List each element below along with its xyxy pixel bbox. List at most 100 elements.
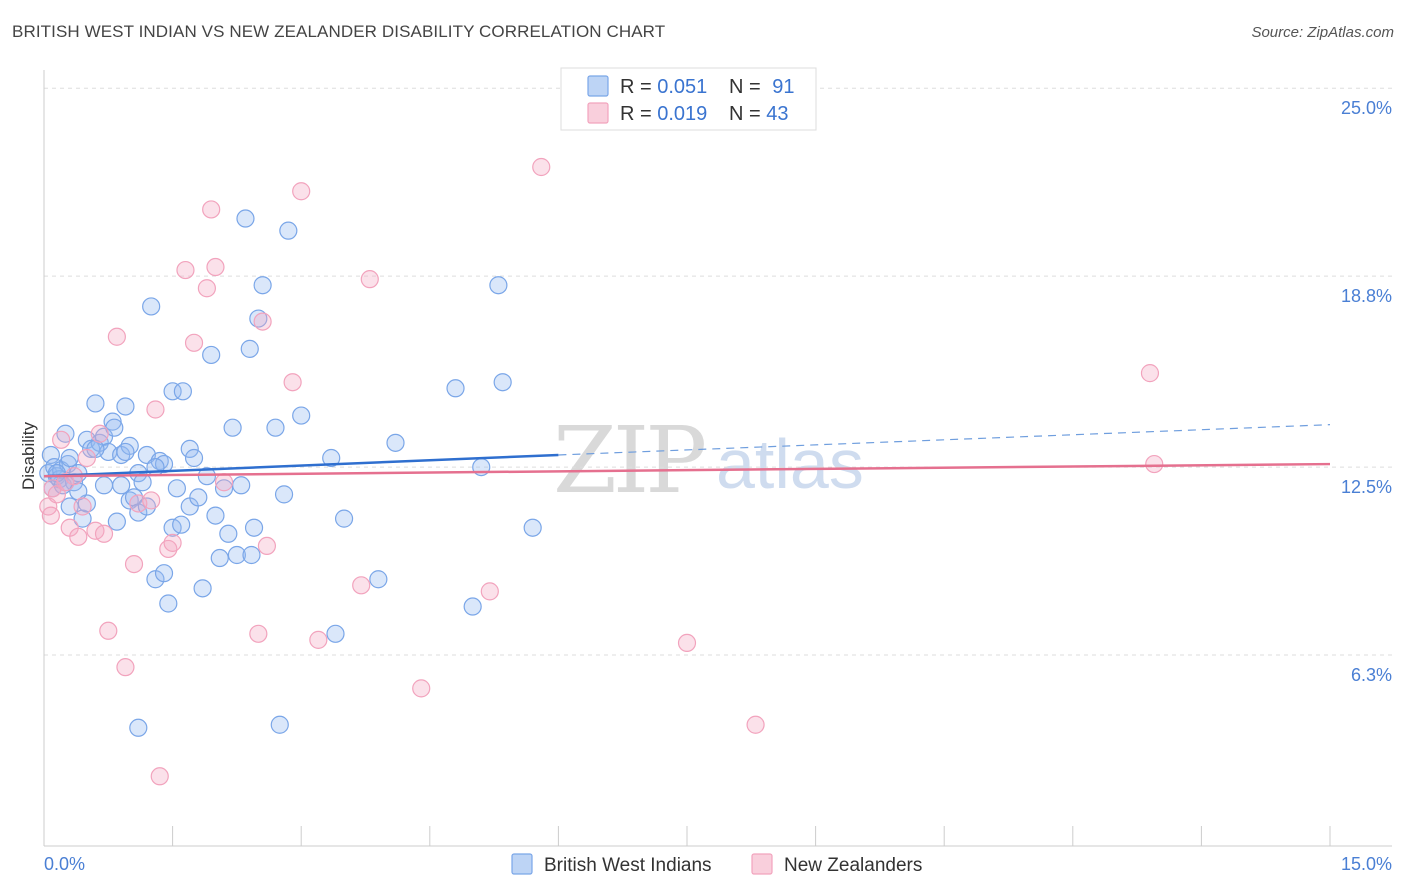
- y-tick-label: 12.5%: [1341, 477, 1392, 497]
- data-point: [180, 439, 199, 459]
- y-tick-label: 18.8%: [1341, 286, 1392, 306]
- grid: [44, 87, 1392, 656]
- data-point: [360, 270, 379, 289]
- data-point: [60, 497, 79, 516]
- data-point: [532, 157, 551, 177]
- data-point: [116, 397, 135, 416]
- data-point: [41, 506, 60, 525]
- data-point: [274, 485, 294, 504]
- data-point: [60, 448, 79, 468]
- chart-source: Source: ZipAtlas.com: [1251, 24, 1394, 41]
- trend-line-blue-extension: [558, 424, 1331, 456]
- data-point: [154, 564, 174, 583]
- data-point: [523, 518, 542, 537]
- data-point: [219, 524, 238, 543]
- watermark: ZIP atlas: [553, 407, 864, 514]
- watermark-atlas: atlas: [716, 425, 864, 503]
- bottom-legend-swatch-blue: [511, 853, 533, 875]
- data-point: [94, 524, 114, 543]
- y-tick-label: 25.0%: [1341, 98, 1392, 118]
- y-axis-label: Disability: [19, 421, 38, 490]
- legend-n-label-1: N =: [729, 76, 766, 98]
- chart-title: BRITISH WEST INDIAN VS NEW ZEALANDER DIS…: [12, 22, 666, 41]
- data-point: [176, 260, 195, 280]
- data-point: [266, 418, 285, 437]
- data-point: [197, 467, 216, 486]
- data-point: [116, 658, 135, 677]
- legend-n-2: N = 43: [729, 103, 789, 125]
- data-point: [257, 536, 277, 556]
- data-point: [202, 345, 221, 365]
- bottom-legend-label-pink: New Zealanders: [784, 855, 922, 876]
- data-point: [1140, 364, 1160, 383]
- legend-r-label-2: R =: [620, 103, 657, 125]
- data-point: [214, 473, 234, 492]
- legend-n-value-2: 43: [766, 103, 788, 125]
- data-point: [369, 570, 388, 589]
- data-point: [163, 382, 182, 401]
- data-point: [172, 515, 191, 534]
- bottom-legend-swatch-pink: [751, 853, 773, 875]
- x-tick-label: 15.0%: [1341, 854, 1392, 874]
- data-point: [463, 597, 482, 616]
- data-point: [146, 400, 165, 419]
- data-point: [493, 373, 512, 392]
- legend-box: R = 0.051 N = 91 R = 0.019 N = 43: [560, 67, 817, 131]
- data-point: [334, 509, 354, 528]
- data-point: [412, 679, 431, 698]
- trend-lines: [43, 424, 1331, 478]
- data-point: [133, 473, 152, 492]
- data-point: [150, 767, 169, 786]
- data-point: [240, 339, 259, 358]
- data-point: [309, 630, 328, 649]
- data-point: [69, 527, 88, 546]
- data-point: [249, 624, 268, 643]
- data-point: [244, 518, 264, 537]
- bottom-legend-label-blue: British West Indians: [544, 855, 712, 876]
- data-point: [214, 479, 234, 498]
- legend-swatch-blue: [587, 75, 609, 97]
- data-point: [223, 418, 242, 437]
- data-point: [107, 327, 126, 346]
- data-point: [107, 512, 126, 531]
- data-point: [253, 276, 272, 295]
- data-point: [489, 276, 508, 295]
- data-point: [386, 433, 405, 452]
- data-point: [90, 424, 109, 443]
- data-point: [326, 624, 345, 643]
- data-point: [210, 548, 229, 568]
- data-point: [52, 430, 71, 449]
- data-point: [94, 476, 114, 495]
- data-point: [677, 633, 697, 653]
- data-point: [480, 582, 499, 601]
- legend-r-value-1: 0.051: [657, 76, 707, 98]
- data-point: [73, 497, 92, 516]
- data-point: [112, 476, 131, 495]
- data-point: [173, 382, 192, 401]
- data-point: [206, 506, 225, 525]
- data-point: [279, 221, 298, 240]
- data-point: [253, 312, 272, 331]
- y-tick-label: 6.3%: [1351, 665, 1392, 685]
- data-point: [142, 491, 161, 510]
- legend-n-value-1: 91: [772, 76, 794, 98]
- legend-row-2: R = 0.019: [620, 103, 707, 125]
- watermark-zip: ZIP: [553, 407, 704, 514]
- x-tick-labels: 0.0% 15.0%: [44, 854, 1392, 874]
- data-point: [116, 442, 135, 462]
- trend-line-blue: [43, 453, 559, 478]
- data-point: [242, 545, 261, 565]
- legend-r-label-1: R =: [620, 76, 657, 98]
- data-point: [206, 257, 225, 277]
- legend-r-value-2: 0.019: [657, 103, 707, 125]
- data-point: [446, 379, 465, 398]
- legend-swatch-pink: [587, 102, 609, 124]
- data-point: [292, 182, 311, 201]
- data-point: [184, 448, 204, 468]
- data-point: [232, 476, 251, 495]
- y-tick-labels: 6.3% 12.5% 18.8% 25.0%: [1341, 98, 1392, 685]
- data-point: [159, 594, 178, 613]
- data-point: [77, 448, 96, 468]
- data-point: [202, 200, 221, 219]
